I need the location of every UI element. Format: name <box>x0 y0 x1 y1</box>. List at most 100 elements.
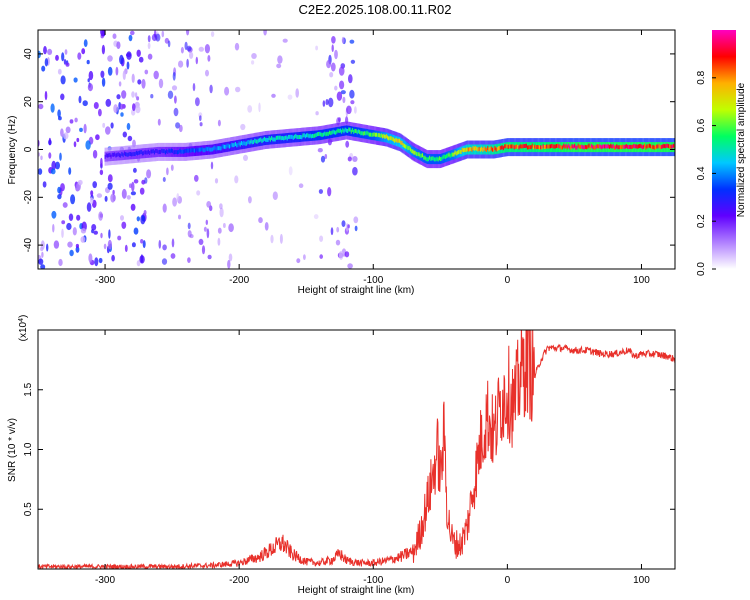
ridge-core <box>507 145 510 149</box>
ridge-core <box>470 147 472 151</box>
noise-speckle <box>52 223 55 233</box>
ridge-core <box>272 137 274 142</box>
noise-speckle <box>172 197 178 207</box>
ridge-core <box>558 144 560 149</box>
ridge-core <box>582 145 584 150</box>
ridge-core <box>304 134 307 139</box>
ridge-core <box>442 155 444 160</box>
noise-speckle <box>94 257 99 267</box>
ridge-core <box>506 143 508 148</box>
ridge-core <box>314 133 317 138</box>
noise-speckle <box>334 85 338 91</box>
ridge-core <box>589 145 592 150</box>
ridge-core <box>641 145 644 150</box>
ridge-core <box>663 143 665 148</box>
ridge-core <box>145 150 148 155</box>
noise-speckle <box>40 155 43 161</box>
ridge-core <box>193 148 196 153</box>
ridge-core <box>269 137 272 142</box>
noise-speckle <box>282 38 288 43</box>
ridge-core <box>117 152 120 157</box>
ridge-core <box>528 145 530 150</box>
noise-speckle <box>47 48 53 56</box>
ridge-core <box>636 144 639 149</box>
ridge-core <box>379 133 382 138</box>
ridge-core <box>581 144 583 149</box>
noise-speckle <box>347 224 350 229</box>
ridge-core <box>350 129 353 134</box>
ridge-core <box>331 130 333 135</box>
noise-speckle <box>258 217 263 224</box>
ridge-core <box>612 144 615 149</box>
ridge-core <box>611 144 613 149</box>
ridge-core <box>565 143 568 148</box>
ridge-core <box>370 132 372 137</box>
noise-speckle <box>132 103 136 111</box>
ridge-core <box>438 156 441 161</box>
ridge-core <box>291 134 294 139</box>
noise-speckle <box>73 141 77 148</box>
noise-speckle <box>296 258 301 264</box>
noise-speckle <box>170 164 174 171</box>
noise-speckle <box>174 95 177 104</box>
ridge-core <box>297 135 300 140</box>
ridge-core <box>386 135 389 140</box>
noise-speckle <box>104 195 108 202</box>
ridge-core <box>298 135 301 139</box>
noise-speckle <box>67 241 73 248</box>
y-tick-label: -40 <box>23 237 34 252</box>
ridge-core <box>110 154 113 159</box>
y-tick-label: 0.5 <box>23 502 34 516</box>
ridge-core <box>105 153 108 158</box>
noise-speckle <box>264 222 269 231</box>
noise-speckle <box>195 97 200 107</box>
ridge-core <box>380 133 383 138</box>
ridge-core <box>230 143 232 148</box>
noise-speckle <box>353 216 359 224</box>
ridge-core <box>153 150 156 155</box>
ridge-core <box>243 141 245 145</box>
ridge-core <box>242 141 244 146</box>
ridge-core <box>140 150 143 154</box>
noise-speckle <box>61 228 64 238</box>
y-tick-label: 0 <box>23 146 34 152</box>
ridge-core <box>465 148 467 153</box>
ridge-core <box>514 145 517 149</box>
ridge-core <box>475 146 477 151</box>
ridge-core <box>536 145 539 149</box>
noise-speckle <box>287 94 293 100</box>
ridge-core <box>342 128 344 133</box>
ridge-core <box>191 147 193 152</box>
noise-speckle <box>129 183 132 188</box>
ridge-core <box>201 147 203 151</box>
noise-speckle <box>331 44 334 52</box>
ridge-core <box>526 145 529 150</box>
ridge-core <box>540 145 542 150</box>
ridge-core <box>248 140 250 144</box>
ridge-core <box>593 145 595 150</box>
noise-speckle <box>192 83 196 92</box>
ridge-core <box>207 147 209 152</box>
ridge-core <box>427 157 430 162</box>
noise-speckle <box>187 230 192 238</box>
ridge-core <box>338 129 341 133</box>
noise-speckle <box>136 260 141 267</box>
noise-speckle <box>68 167 72 175</box>
ridge-core <box>106 153 109 158</box>
ridge-core <box>432 156 435 161</box>
noise-speckle <box>41 65 46 72</box>
ridge-core <box>430 157 432 162</box>
ridge-core <box>516 144 518 149</box>
noise-speckle <box>116 41 121 49</box>
ridge-core <box>541 145 543 150</box>
noise-speckle <box>147 53 153 60</box>
ridge-core <box>576 145 578 150</box>
ridge-core <box>118 153 121 158</box>
noise-speckle <box>227 259 231 269</box>
ridge-core <box>138 150 140 155</box>
noise-speckle <box>147 35 151 43</box>
ridge-core <box>630 144 633 149</box>
ridge-core <box>654 145 657 150</box>
ridge-core <box>672 143 675 148</box>
ridge-core <box>447 153 449 158</box>
